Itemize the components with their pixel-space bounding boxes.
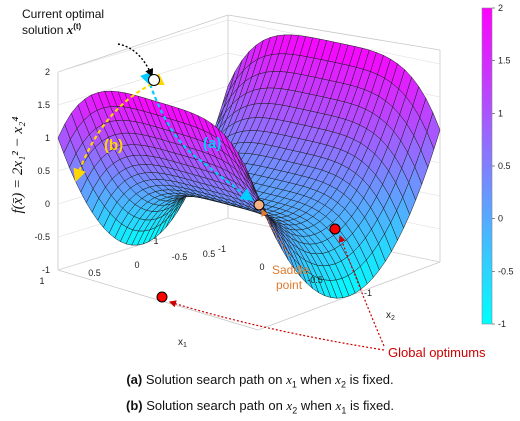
colorbar-tick-label: 2 bbox=[498, 3, 503, 13]
saddle-arrow bbox=[261, 208, 291, 257]
caption-b: (b) Solution search path on x2 when x1 i… bbox=[125, 398, 395, 416]
z-tick-label: 0.5 bbox=[37, 166, 50, 176]
z-tick-label: 1 bbox=[45, 133, 50, 143]
z-axis-label: f(x̄) = 2x₁² − x₂⁴ bbox=[10, 116, 26, 213]
saddle-label-1: Saddle bbox=[272, 263, 310, 277]
caption-a: (a) Solution search path on x1 when x2 i… bbox=[126, 372, 394, 390]
global-optimums-label: Global optimums bbox=[388, 345, 486, 360]
x2-tick-label: -1 bbox=[364, 288, 372, 298]
global-arrow-2 bbox=[168, 300, 385, 351]
z-tick-label: 2 bbox=[45, 67, 50, 77]
global-optimum-point-2 bbox=[156, 291, 168, 303]
surface-mesh bbox=[57, 34, 441, 299]
z-tick-label: -1 bbox=[42, 265, 50, 275]
colorbar-tick-label: 1 bbox=[498, 108, 503, 118]
global-optimum-point-1 bbox=[329, 223, 341, 235]
x2-tick-label: 0.5 bbox=[203, 249, 216, 259]
saddle-label-2: point bbox=[276, 278, 303, 292]
x2-tick-label: 1 bbox=[153, 236, 158, 246]
colorbar-tick-label: -0.5 bbox=[498, 266, 514, 276]
x2-tick-label: 0 bbox=[259, 262, 264, 272]
x1-tick-label: 0.5 bbox=[88, 268, 101, 278]
colorbar bbox=[481, 7, 493, 325]
x1-tick-label: -0.5 bbox=[172, 252, 188, 262]
z-tick-label: 1.5 bbox=[37, 100, 50, 110]
colorbar-tick-label: 0.5 bbox=[498, 161, 511, 171]
colorbar-tick-label: -1 bbox=[498, 319, 506, 329]
colorbar-tick-label: 1.5 bbox=[498, 56, 511, 66]
z-gridline bbox=[57, 19, 441, 73]
x2-tick-label: -0.5 bbox=[307, 275, 323, 285]
colorbar-tick-label: 0 bbox=[498, 214, 503, 224]
saddle-point bbox=[253, 199, 265, 211]
z-tick-label: -0.5 bbox=[34, 232, 50, 242]
current-solution-point bbox=[148, 74, 160, 86]
z-tick-label: 0 bbox=[45, 199, 50, 209]
x1-tick-label: 0 bbox=[134, 260, 139, 270]
path-b-arrow bbox=[73, 73, 165, 183]
global-arrow-1 bbox=[338, 234, 385, 347]
path-a-label: (a) bbox=[203, 135, 221, 152]
x1-axis-label: x1 bbox=[178, 337, 187, 349]
x2-axis-label: x2 bbox=[386, 310, 395, 322]
x1-tick-label: -1 bbox=[218, 244, 226, 254]
path-b-label: (b) bbox=[104, 137, 123, 154]
current-solution-label-1: Current optimal bbox=[22, 7, 104, 21]
x1-tick-label: 1 bbox=[39, 276, 44, 286]
current-solution-arrow bbox=[117, 43, 154, 78]
current-solution-label-2: solution x(t) bbox=[22, 22, 82, 37]
